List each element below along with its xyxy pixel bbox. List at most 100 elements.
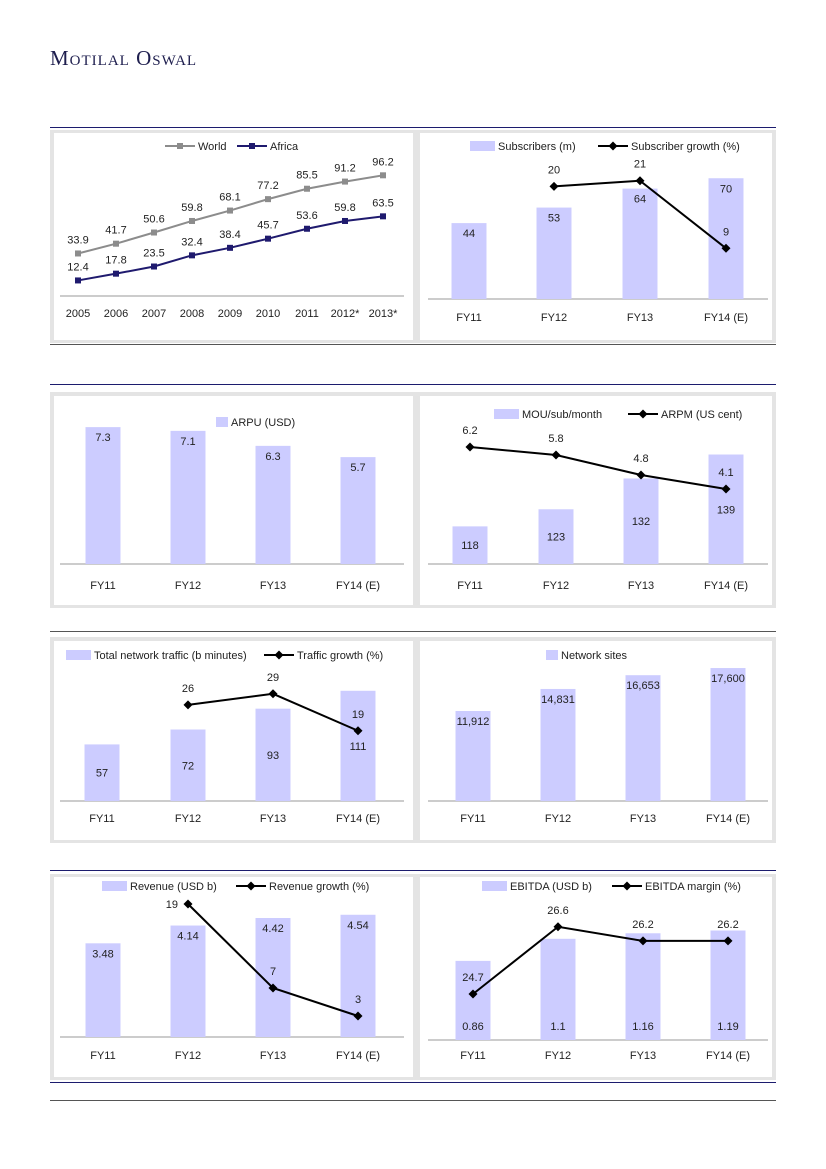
line-data-label: 26	[182, 683, 194, 695]
x-tick-label: FY12	[545, 813, 571, 825]
chart-1: FY11 FY12 FY13 FY14 (E) 44 53 64 70 Subscribers …	[428, 141, 768, 324]
data-point	[380, 213, 386, 220]
line-data-label: 96.2	[372, 156, 393, 168]
data-point	[183, 700, 193, 710]
line-data-label: 29	[267, 672, 279, 684]
legend-label: EBITDA margin (%)	[645, 881, 741, 893]
line-data-label: 20	[548, 164, 560, 176]
bar	[625, 675, 661, 801]
section-rule	[50, 870, 776, 871]
line-data-label: 32.4	[181, 236, 202, 248]
bar-data-label: 7.1	[180, 436, 195, 448]
line-data-label: 33.9	[67, 234, 88, 246]
line-data-label: 21	[634, 159, 646, 171]
bar	[623, 478, 659, 564]
bar	[255, 445, 291, 564]
legend-marker	[246, 881, 256, 891]
x-tick-label: 2007	[142, 308, 166, 320]
x-tick-label: FY11	[89, 813, 114, 825]
line-data-label: 12.4	[67, 261, 88, 273]
bar	[340, 457, 376, 564]
line-data-label: 23.5	[143, 248, 164, 260]
legend-label: Subscribers (m)	[498, 141, 576, 153]
legend-marker	[177, 143, 183, 149]
legend-swatch	[216, 417, 228, 427]
section-rule	[50, 344, 776, 345]
bar	[170, 430, 206, 564]
data-point	[721, 243, 731, 253]
bar-data-label: 11,912	[457, 716, 490, 728]
chart-2: FY11 FY12 FY13 FY14 (E) 7.3 7.1 6.3 5.7 ARPU (US…	[60, 417, 404, 592]
data-point	[353, 1011, 363, 1021]
line-data-label: 59.8	[334, 202, 355, 214]
bar	[455, 711, 491, 801]
series-line	[469, 446, 727, 490]
data-point	[465, 442, 475, 452]
data-point	[551, 450, 561, 460]
data-point	[268, 689, 278, 699]
line-data-label: 4.1	[718, 467, 733, 479]
data-point	[75, 277, 81, 284]
data-point	[304, 225, 310, 232]
bar-data-label: 70	[720, 183, 732, 195]
data-point	[380, 172, 386, 179]
company-logo: Motilal Oswal	[50, 46, 198, 70]
legend-label: Revenue (USD b)	[130, 881, 217, 893]
x-tick-label: FY14 (E)	[336, 813, 380, 825]
bar-data-label: 3.48	[92, 948, 113, 960]
line-data-label: 5.8	[548, 433, 563, 445]
x-tick-label: FY12	[543, 580, 569, 592]
bar-data-label: 118	[461, 540, 479, 552]
bar-data-label: 17,600	[711, 673, 745, 685]
legend-swatch	[102, 881, 127, 891]
legend-swatch	[546, 650, 558, 660]
data-point	[342, 217, 348, 224]
bar-data-label: 4.54	[347, 920, 368, 932]
legend-label: World	[198, 141, 227, 153]
bar-data-label: 6.3	[265, 451, 280, 463]
bar	[540, 938, 576, 1040]
bar	[85, 943, 121, 1037]
x-tick-label: FY13	[628, 580, 654, 592]
data-point	[183, 899, 193, 909]
x-tick-label: FY11	[456, 312, 481, 324]
bar-data-label: 5.7	[350, 462, 365, 474]
bar	[455, 960, 491, 1040]
line-data-label: 26.2	[632, 919, 653, 931]
bar	[710, 668, 746, 801]
legend-swatch	[482, 881, 507, 891]
legend-label: Subscriber growth (%)	[631, 141, 740, 153]
bar	[625, 933, 661, 1040]
x-tick-label: 2008	[180, 308, 204, 320]
bar-data-label: 0.86	[462, 1021, 483, 1033]
x-tick-label: FY13	[260, 580, 286, 592]
chart-3: FY11 FY12 FY13 FY14 (E) 118 123 132 139 MOU/sub/…	[428, 409, 768, 592]
footer-rule	[50, 1100, 776, 1101]
line-data-label: 17.8	[105, 255, 126, 267]
x-tick-label: FY14 (E)	[706, 1050, 750, 1062]
data-point	[113, 240, 119, 247]
line-data-label: 19	[352, 709, 364, 721]
bar-data-label: 132	[632, 516, 650, 528]
bar-data-label: 4.42	[262, 923, 283, 935]
series-line	[472, 925, 728, 995]
line-data-label: 26.6	[547, 905, 568, 917]
legend-marker	[608, 141, 618, 151]
data-point	[636, 470, 646, 480]
legend-label: Total network traffic (b minutes)	[94, 650, 247, 662]
line-data-label: 9	[723, 226, 729, 238]
legend-marker	[274, 650, 284, 660]
x-tick-label: FY14 (E)	[704, 312, 748, 324]
legend-swatch	[494, 409, 519, 419]
bar-data-label: 123	[547, 532, 565, 544]
line-data-label: 59.8	[181, 202, 202, 214]
bar-data-label: 139	[717, 504, 735, 516]
legend-swatch	[66, 650, 91, 660]
bar-data-label: 93	[267, 750, 279, 762]
bar	[170, 729, 206, 801]
section-rule	[50, 1082, 776, 1083]
x-tick-label: FY11	[90, 1050, 115, 1062]
bar-data-label: 16,653	[626, 680, 660, 692]
line-data-label: 4.8	[633, 453, 648, 465]
